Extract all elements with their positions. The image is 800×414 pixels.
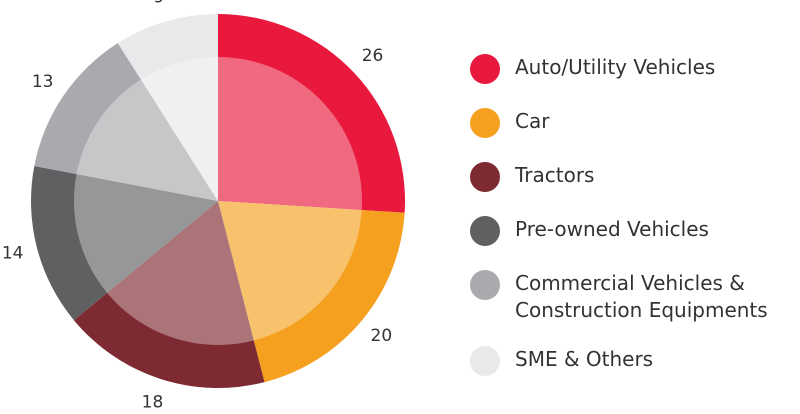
data-label: 18 — [142, 393, 164, 413]
legend-item: Pre-owned Vehicles — [470, 216, 785, 246]
pie-slice — [117, 14, 218, 201]
legend-label: Auto/Utility Vehicles — [515, 55, 716, 79]
legend-swatch — [470, 216, 500, 246]
pie-slice — [34, 43, 218, 201]
data-label: 13 — [32, 72, 54, 92]
legend-swatch — [470, 346, 500, 376]
data-label: 9 — [153, 0, 164, 7]
legend-label: Pre-owned Vehicles — [515, 217, 709, 241]
data-label: 26 — [362, 46, 384, 66]
data-label: 20 — [371, 326, 393, 346]
legend-swatch — [470, 162, 500, 192]
legend-label: Car — [515, 109, 550, 133]
legend-item: Car — [470, 108, 785, 138]
legend-swatch — [470, 54, 500, 84]
data-label: 14 — [2, 244, 24, 264]
legend-swatch — [470, 108, 500, 138]
legend-item: SME & Others — [470, 346, 785, 376]
legend-label: Commercial Vehicles & Construction Equip… — [515, 271, 768, 322]
pie-slice — [218, 14, 406, 213]
pie-slice — [73, 201, 265, 388]
legend-item: Commercial Vehicles & Construction Equip… — [470, 270, 785, 324]
pie-slice — [218, 201, 405, 383]
legend-label: Tractors — [515, 163, 595, 187]
chart: 26 20 18 14 13 9 — [2, 0, 406, 413]
legend-item: Tractors — [470, 162, 785, 192]
inner-highlight — [74, 57, 362, 345]
pie-slice — [30, 165, 218, 321]
legend-label: SME & Others — [515, 347, 654, 371]
legend-swatch — [470, 270, 500, 300]
legend-item: Auto/Utility Vehicles — [470, 54, 785, 84]
